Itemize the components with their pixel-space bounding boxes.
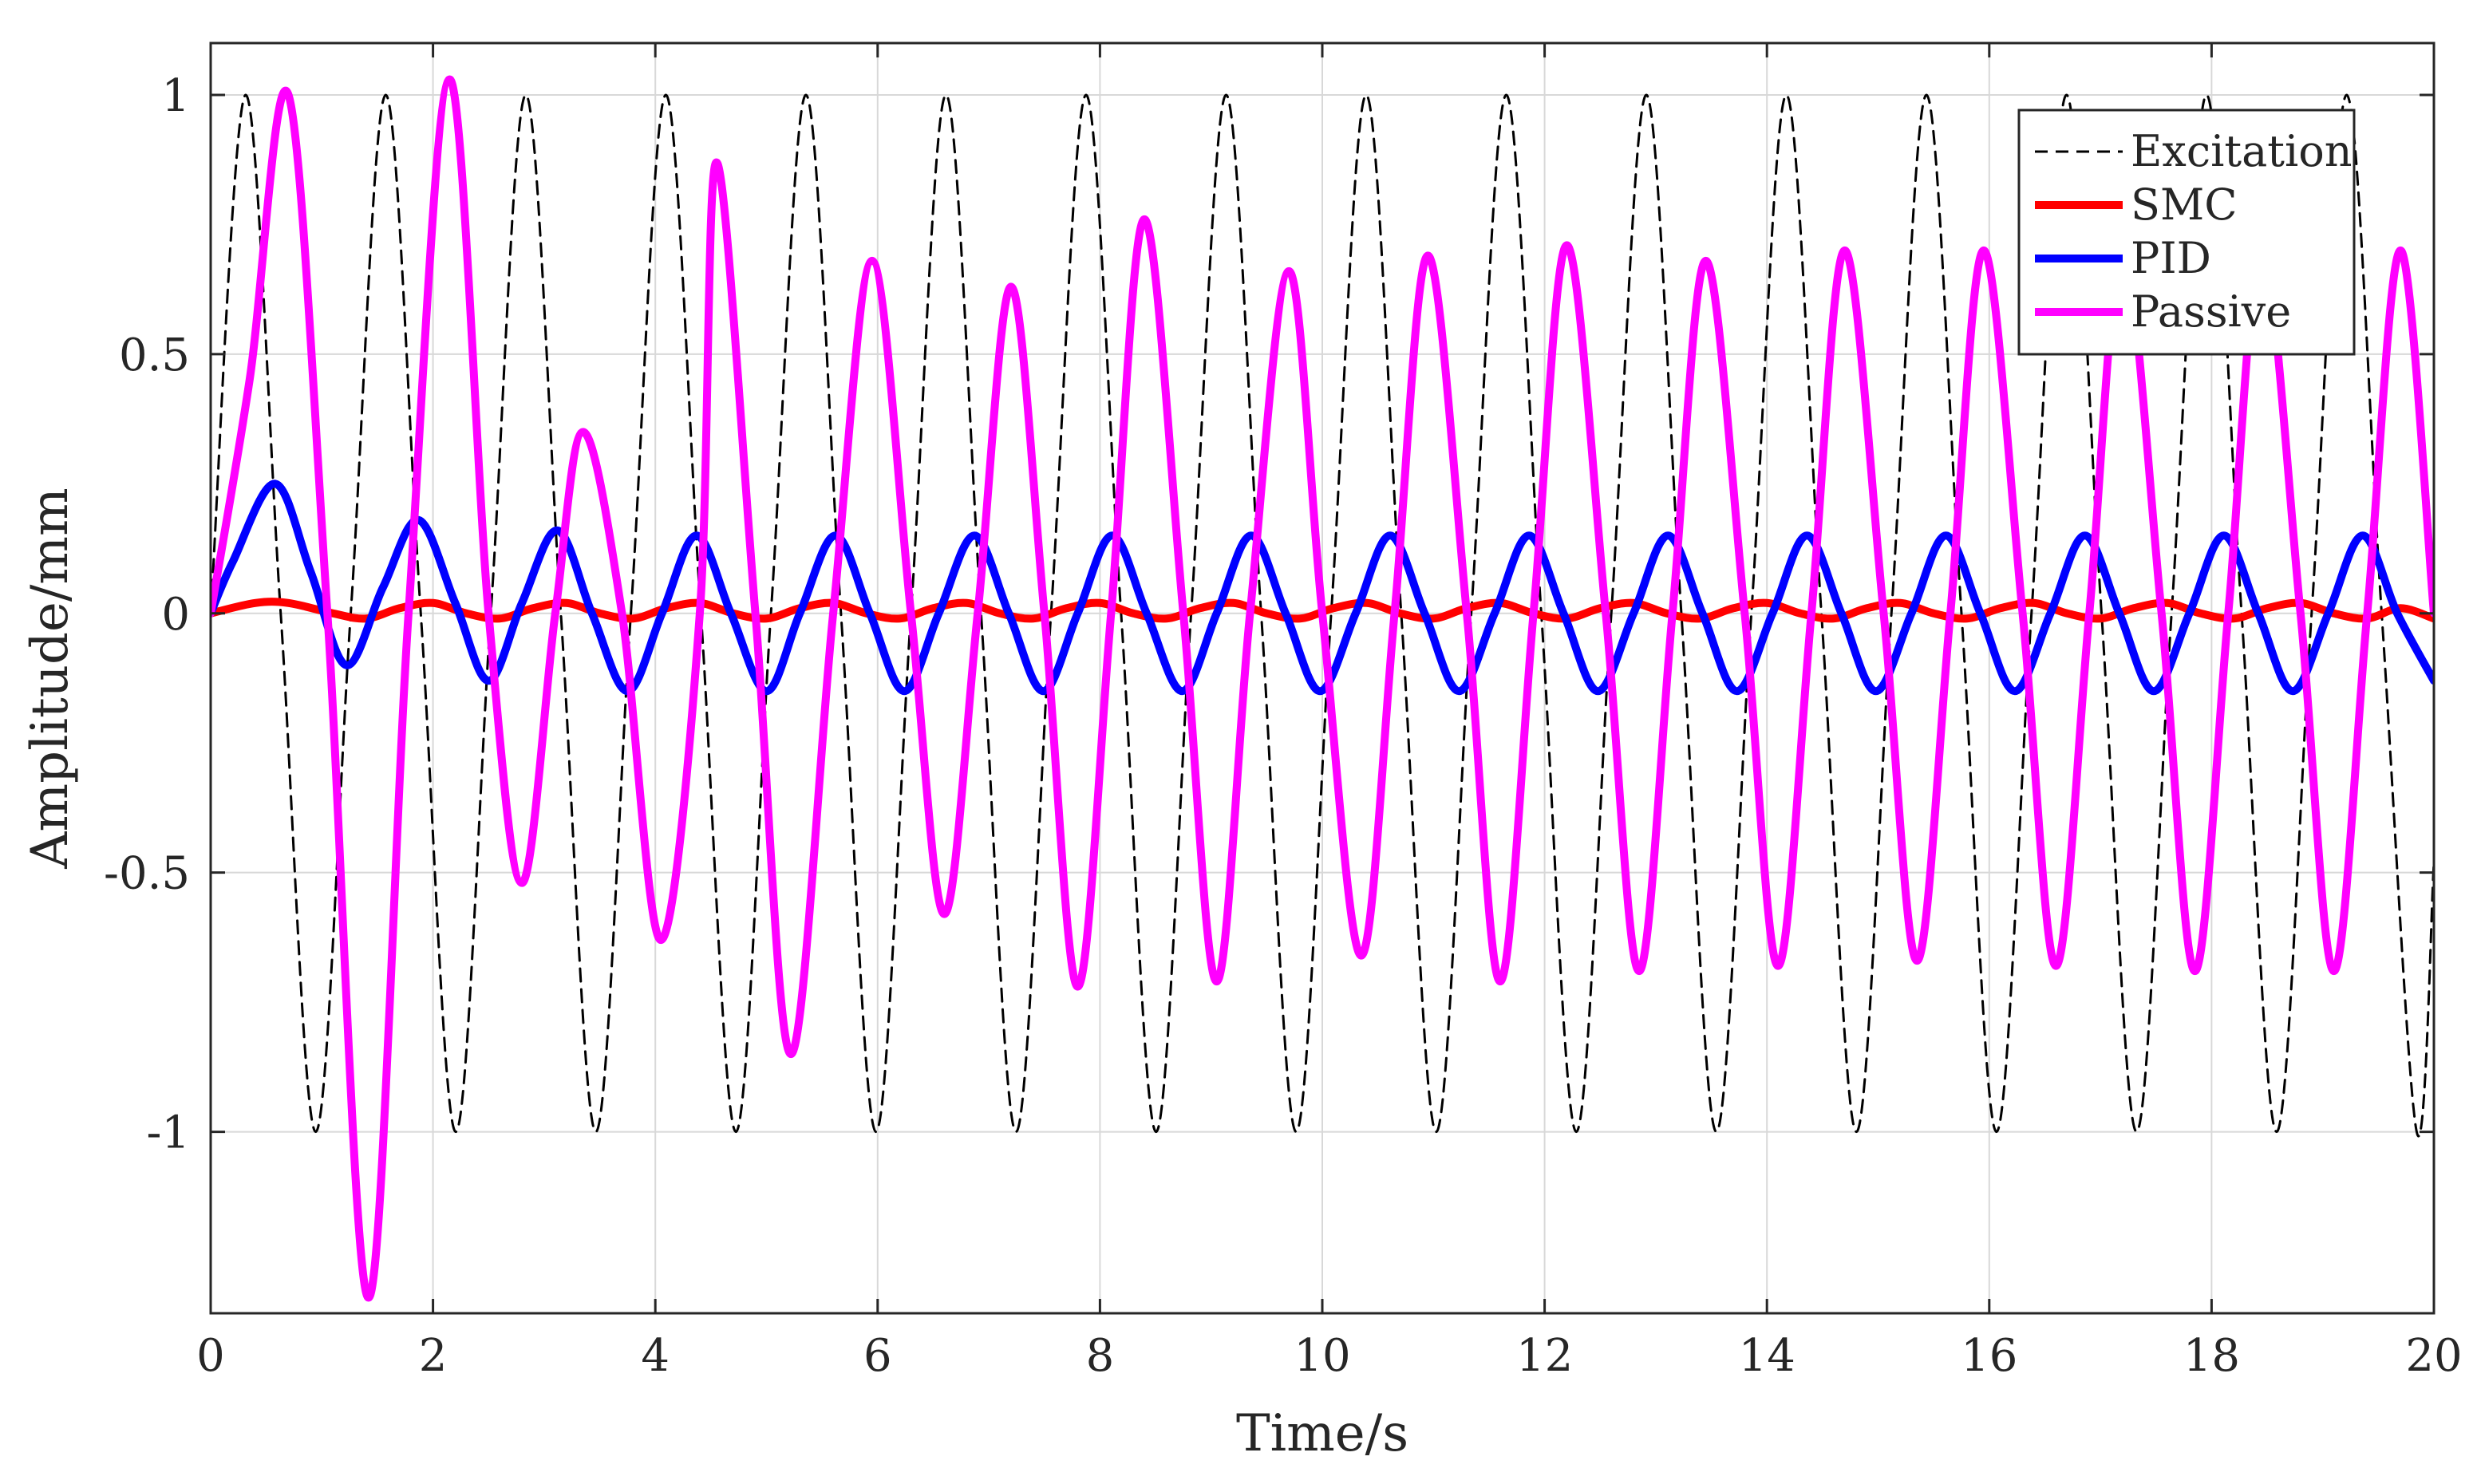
x-tick-label: 4 <box>641 1330 670 1382</box>
x-tick-label: 12 <box>1516 1330 1573 1382</box>
x-tick-label: 16 <box>1961 1330 2017 1382</box>
x-tick-label: 0 <box>196 1330 225 1382</box>
y-tick-label: 0 <box>161 589 190 641</box>
axis-layer <box>209 41 2436 1315</box>
legend-label-passive: Passive <box>2131 286 2291 337</box>
x-tick-label: 10 <box>1294 1330 1350 1382</box>
x-tick-label: 18 <box>2183 1330 2240 1382</box>
legend: Excitation SMC PID Passive <box>2017 109 2356 356</box>
x-axis-label: Time/s <box>1236 1404 1408 1463</box>
y-tick-label: -0.5 <box>104 848 190 900</box>
legend-label-smc: SMC <box>2131 180 2238 230</box>
x-tick-label: 14 <box>1739 1330 1796 1382</box>
series-line-passive <box>211 75 2434 1302</box>
series-line-pid <box>211 480 2434 696</box>
legend-label-pid: PID <box>2131 233 2211 283</box>
legend-label-excitation: Excitation <box>2131 126 2353 176</box>
series-line-smc <box>211 598 2434 623</box>
tick-label-layer: 0 2 4 6 8 10 12 14 16 18 20 1 0.5 0 -0.5 -1 <box>104 70 2463 1382</box>
y-tick-label: 1 <box>161 70 190 122</box>
plot-frame <box>209 41 2436 1315</box>
x-tick-label: 2 <box>419 1330 448 1382</box>
y-tick-label: 0.5 <box>119 330 190 381</box>
x-tick-label: 6 <box>863 1330 892 1382</box>
y-tick-label: -1 <box>146 1107 190 1159</box>
x-tick-label: 8 <box>1086 1330 1115 1382</box>
x-tick-label: 20 <box>2405 1330 2462 1382</box>
y-axis-label: Amplitude/mm <box>21 487 80 870</box>
